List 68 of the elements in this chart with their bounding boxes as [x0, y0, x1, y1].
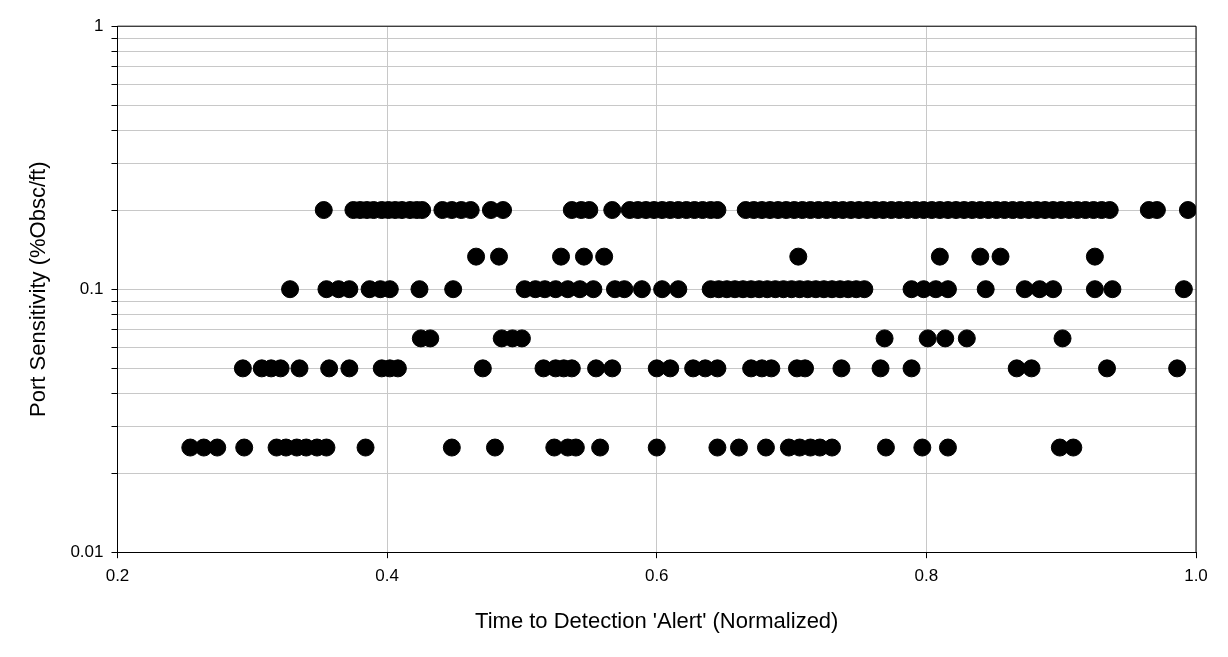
point — [1168, 359, 1187, 378]
point — [473, 359, 492, 378]
point — [1085, 247, 1104, 266]
y-axis-title: Port Sensitivity (%Obsc/ft) — [25, 161, 51, 417]
point — [632, 280, 651, 299]
point — [991, 247, 1010, 266]
y-tick-label: 1 — [94, 15, 104, 35]
point — [587, 359, 606, 378]
x-tick-label: 0.2 — [105, 566, 130, 586]
point — [1174, 280, 1193, 299]
x-tick-label: 0.8 — [914, 566, 939, 586]
y-tick-label: 0.1 — [79, 278, 104, 298]
point — [1064, 438, 1083, 457]
point — [957, 329, 976, 348]
point — [789, 247, 808, 266]
x-tick-label: 0.6 — [644, 566, 669, 586]
point — [410, 280, 429, 299]
point — [756, 438, 775, 457]
x-tick-label: 0.4 — [375, 566, 399, 586]
point — [356, 438, 375, 457]
point — [552, 247, 571, 266]
point — [647, 438, 666, 457]
point — [936, 329, 955, 348]
x-tick-label: 1.0 — [1184, 566, 1208, 586]
point — [1098, 359, 1117, 378]
point — [574, 247, 593, 266]
point — [467, 247, 486, 266]
point — [930, 247, 949, 266]
point — [918, 329, 937, 348]
point — [340, 359, 359, 378]
point — [442, 438, 461, 457]
point — [971, 247, 990, 266]
point — [729, 438, 748, 457]
point — [938, 438, 957, 457]
point — [320, 359, 339, 378]
point — [661, 359, 680, 378]
point — [281, 280, 300, 299]
point — [233, 359, 252, 378]
point — [832, 359, 851, 378]
point — [290, 359, 309, 378]
point — [871, 359, 890, 378]
point — [1053, 329, 1072, 348]
point — [902, 359, 921, 378]
point — [490, 247, 509, 266]
point — [444, 280, 463, 299]
point — [876, 438, 895, 457]
point — [208, 438, 227, 457]
point — [1085, 280, 1104, 299]
point — [708, 438, 727, 457]
point — [1103, 280, 1122, 299]
point — [591, 438, 610, 457]
y-tick-label: 0.01 — [70, 541, 104, 561]
x-axis-title: Time to Detection 'Alert' (Normalized) — [475, 607, 839, 633]
point — [913, 438, 932, 457]
point — [823, 438, 841, 457]
point — [976, 280, 995, 299]
point — [603, 359, 622, 378]
point — [595, 247, 614, 266]
point — [1044, 280, 1063, 299]
point — [584, 280, 603, 299]
point — [1007, 359, 1026, 378]
point — [669, 280, 688, 299]
point — [1022, 359, 1041, 378]
point — [235, 438, 254, 457]
point — [653, 280, 672, 299]
point — [485, 438, 504, 457]
point — [1015, 280, 1034, 299]
point — [875, 329, 894, 348]
